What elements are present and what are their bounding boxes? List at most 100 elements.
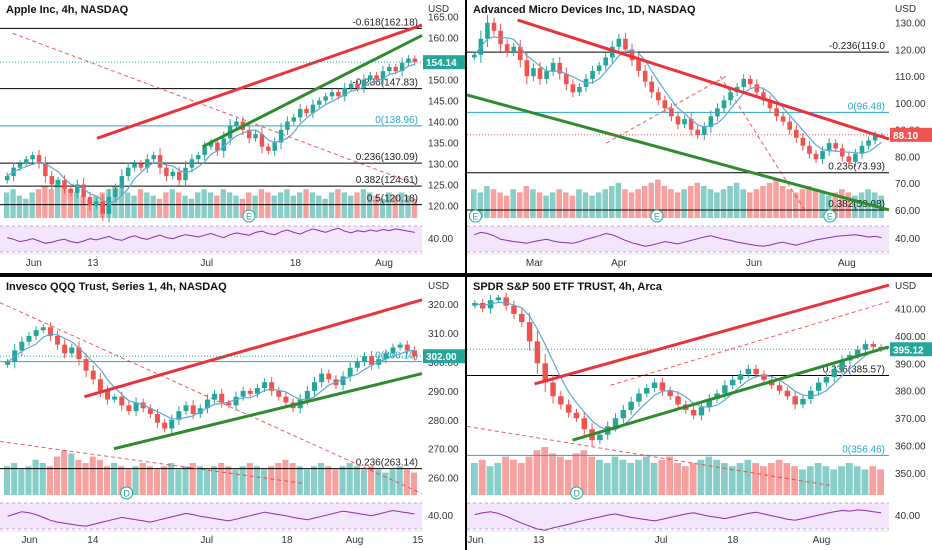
volume-bar xyxy=(201,189,207,218)
volume-bar xyxy=(793,192,799,218)
volume-bar xyxy=(4,466,11,495)
candle-body xyxy=(87,197,93,206)
volume-bar xyxy=(335,189,341,218)
candle-body xyxy=(105,390,110,400)
volume-bar xyxy=(642,456,650,495)
x-tick-label: Aug xyxy=(346,535,364,546)
volume-bar xyxy=(82,463,89,495)
chart-panel-spy[interactable]: 410.00 400.00 390.00 380.00 370.00 360.00 350.… xyxy=(467,277,932,550)
support-trendline xyxy=(572,345,890,442)
candle-body xyxy=(728,92,733,101)
candle-body xyxy=(132,163,137,168)
volume-bar xyxy=(75,459,82,495)
candle-body xyxy=(119,396,125,406)
x-tick-label: Jul xyxy=(200,535,213,546)
y-tick-label: 165.00 xyxy=(428,13,459,24)
candle-body xyxy=(369,356,375,365)
candle-body xyxy=(133,402,139,412)
candle-body xyxy=(577,86,582,93)
volume-bar xyxy=(861,469,869,495)
candle-body xyxy=(291,117,297,122)
candle-body xyxy=(767,100,773,109)
volume-bar xyxy=(622,189,628,218)
candle-body xyxy=(649,81,655,93)
candle-body xyxy=(524,60,530,77)
candle-body xyxy=(826,143,832,152)
event-marker xyxy=(823,209,837,223)
candle-body xyxy=(526,322,533,342)
volume-bar xyxy=(303,189,309,218)
volume-bar xyxy=(144,192,150,218)
volume-bar xyxy=(609,186,615,218)
volume-bar xyxy=(822,466,830,495)
chart-panel-amd[interactable]: 130.00120.00110.00100.0090.0080.0070.006… xyxy=(467,0,932,273)
x-tick-label: Jun xyxy=(26,258,42,269)
volume-bar xyxy=(589,195,595,218)
candle-body xyxy=(517,46,523,61)
volume-bar xyxy=(89,456,96,495)
volume-bar xyxy=(510,189,516,218)
candle-body xyxy=(675,116,681,125)
candle-body xyxy=(721,100,727,109)
volume-bar xyxy=(284,189,290,218)
candle-body xyxy=(234,121,239,126)
y-tick-label: 135.00 xyxy=(428,138,459,149)
candle-body xyxy=(542,363,548,383)
volume-bar xyxy=(668,189,674,218)
volume-bar xyxy=(23,198,29,218)
candle-body xyxy=(581,418,587,430)
volume-bar xyxy=(497,192,503,218)
currency-label: USD xyxy=(895,4,916,15)
volume-bar xyxy=(252,195,258,218)
candle-body xyxy=(162,422,168,429)
candle-body xyxy=(669,108,674,117)
candle-body xyxy=(667,390,673,397)
chart-panel-aapl[interactable]: 165.00160.00155.00150.00145.00140.00135.… xyxy=(0,0,465,273)
y-tick-label: 280.00 xyxy=(428,416,459,427)
candle-body xyxy=(151,155,156,160)
moving-average-line xyxy=(6,63,415,204)
candle-body xyxy=(125,167,131,177)
chart-panel-qqq[interactable]: 320.00 310.00 300.00 290.00 280.00 270.00 260.… xyxy=(0,277,465,550)
candle-body xyxy=(361,79,367,88)
volume-bar xyxy=(153,469,161,495)
volume-bar xyxy=(125,469,132,495)
fib-level-label: -0.618(162.18) xyxy=(352,17,418,28)
candle-body xyxy=(49,176,54,185)
candle-body xyxy=(215,142,220,151)
y-tick-label: 310.00 xyxy=(428,329,459,340)
volume-bar xyxy=(611,456,619,495)
volume-bar xyxy=(773,179,779,218)
candle-body xyxy=(519,313,525,323)
candle-body xyxy=(558,396,564,405)
candle-body xyxy=(706,398,712,408)
volume-bar xyxy=(471,189,477,218)
candle-body xyxy=(793,129,799,138)
candle-body xyxy=(397,344,403,348)
price-tag xyxy=(890,127,932,142)
volume-bar xyxy=(232,469,239,495)
volume-bar xyxy=(207,192,214,218)
candle-body xyxy=(866,140,871,146)
fib-level-label: 0.236(385.57) xyxy=(823,364,885,375)
candle-body xyxy=(831,368,837,378)
event-marker-label: E xyxy=(827,212,833,222)
candle-body xyxy=(340,376,346,386)
volume-bar xyxy=(494,463,502,495)
candle-body xyxy=(233,396,239,406)
volume-bar xyxy=(25,466,32,495)
volume-bar xyxy=(799,189,806,218)
y-tick-label: 130.00 xyxy=(895,19,926,30)
candle-body xyxy=(68,188,74,193)
candle-body xyxy=(745,368,752,375)
candle-body xyxy=(355,83,360,88)
volume-bar xyxy=(382,472,389,495)
candle-body xyxy=(147,408,153,415)
volume-bar xyxy=(195,192,201,218)
volume-bar xyxy=(641,186,648,218)
y-tick-label: 150.00 xyxy=(428,76,459,87)
volume-bar xyxy=(268,466,275,495)
candle-body xyxy=(737,374,744,380)
volume-bar xyxy=(118,189,125,218)
candle-body xyxy=(190,405,196,415)
